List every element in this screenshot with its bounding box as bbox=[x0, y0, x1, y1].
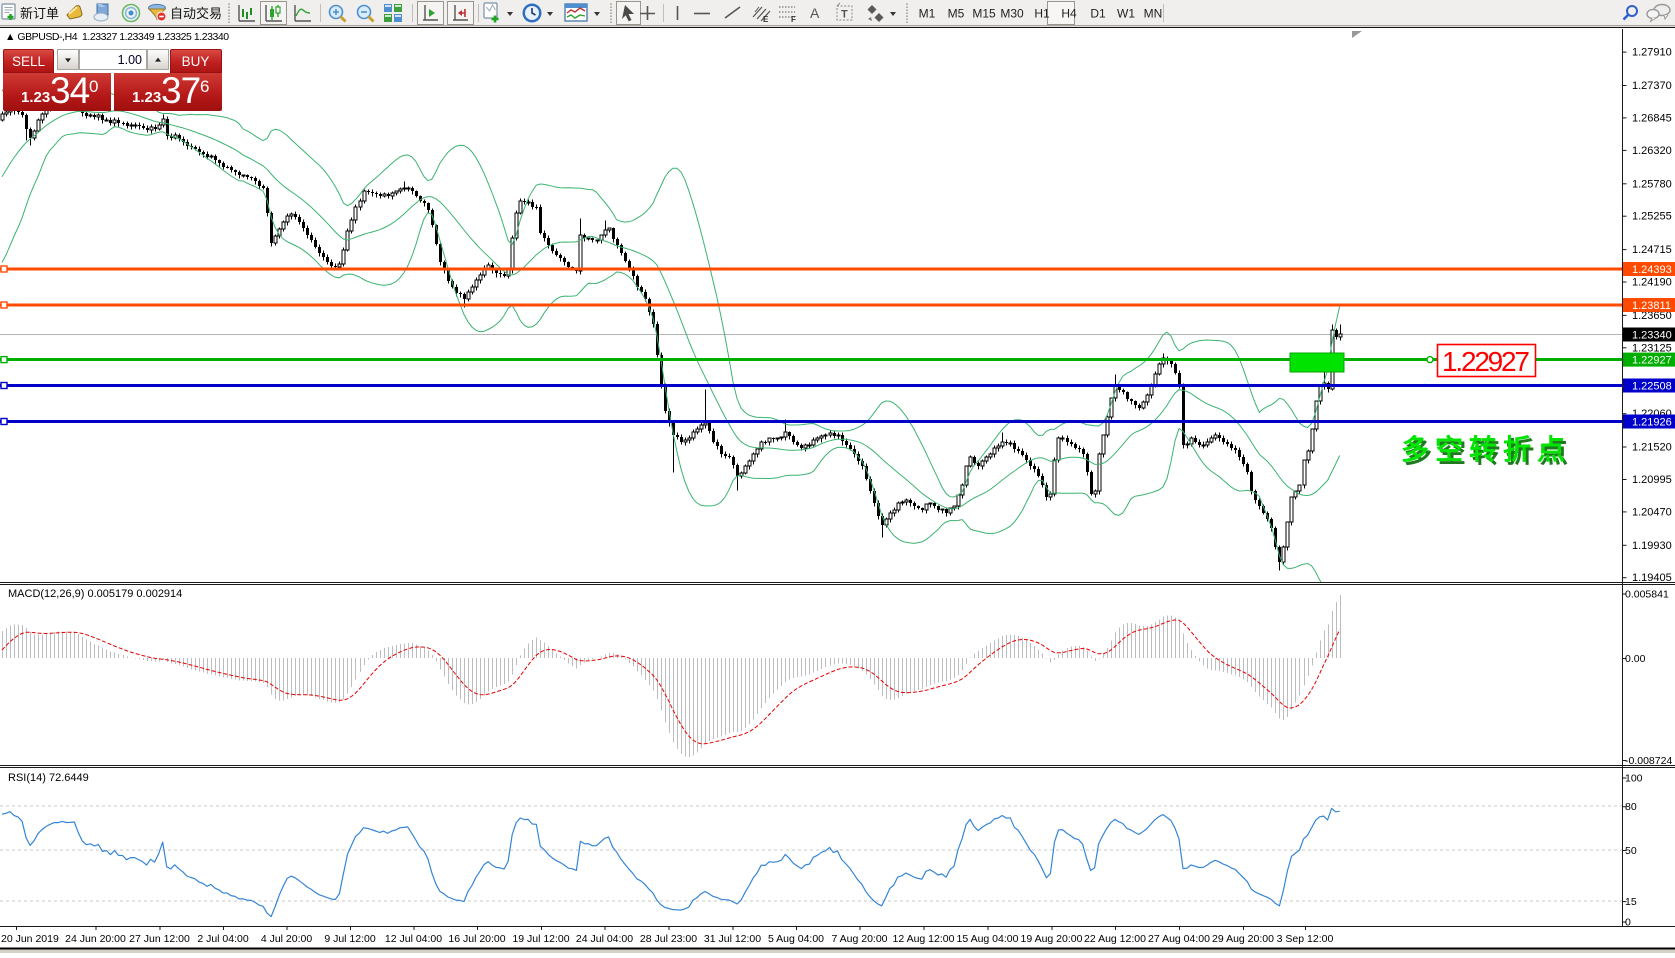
svg-text:T: T bbox=[841, 9, 848, 21]
svg-text:28 Jul 23:00: 28 Jul 23:00 bbox=[640, 933, 697, 945]
svg-text:3 Sep 12:00: 3 Sep 12:00 bbox=[1277, 933, 1334, 945]
svg-text:2 Jul 04:00: 2 Jul 04:00 bbox=[197, 933, 249, 945]
svg-text:1.25255: 1.25255 bbox=[1632, 211, 1672, 223]
svg-text:H4: H4 bbox=[1061, 7, 1077, 21]
svg-text:1.23811: 1.23811 bbox=[1632, 300, 1671, 312]
svg-text:1.19930: 1.19930 bbox=[1632, 540, 1672, 552]
svg-text:1.23125: 1.23125 bbox=[1632, 342, 1672, 354]
svg-text:16 Jul 20:00: 16 Jul 20:00 bbox=[448, 933, 505, 945]
svg-text:7 Aug 20:00: 7 Aug 20:00 bbox=[831, 933, 887, 945]
svg-text:1.22508: 1.22508 bbox=[1632, 381, 1672, 393]
svg-text:100: 100 bbox=[1625, 773, 1643, 785]
svg-text:F: F bbox=[791, 15, 796, 24]
svg-text:0.005841: 0.005841 bbox=[1625, 589, 1669, 601]
svg-text:1.26320: 1.26320 bbox=[1632, 145, 1672, 157]
svg-text:27 Aug 04:00: 27 Aug 04:00 bbox=[1148, 933, 1210, 945]
svg-text:RSI(14) 72.6449: RSI(14) 72.6449 bbox=[8, 772, 89, 784]
svg-text:1.27910: 1.27910 bbox=[1632, 47, 1672, 59]
svg-text:MACD(12,26,9) 0.005179 0.00291: MACD(12,26,9) 0.005179 0.002914 bbox=[8, 588, 182, 600]
svg-text:M1: M1 bbox=[919, 7, 936, 21]
svg-text:1.20470: 1.20470 bbox=[1632, 506, 1672, 518]
svg-text:E: E bbox=[763, 15, 769, 24]
svg-text:4 Jul 20:00: 4 Jul 20:00 bbox=[261, 933, 313, 945]
svg-text:1.22927: 1.22927 bbox=[1442, 346, 1530, 377]
svg-text:1.24715: 1.24715 bbox=[1632, 244, 1672, 256]
svg-text:1.23650: 1.23650 bbox=[1632, 310, 1672, 322]
svg-text:多空转折点: 多空转折点 bbox=[1404, 436, 1574, 468]
svg-text:1.23340: 1.23340 bbox=[1632, 330, 1672, 342]
svg-text:50: 50 bbox=[1625, 845, 1637, 857]
svg-text:27 Jun 12:00: 27 Jun 12:00 bbox=[129, 933, 190, 945]
svg-text:22 Aug 12:00: 22 Aug 12:00 bbox=[1084, 933, 1146, 945]
svg-text:15: 15 bbox=[1625, 896, 1637, 908]
svg-text:1.19405: 1.19405 bbox=[1632, 572, 1672, 584]
svg-text:1.21520: 1.21520 bbox=[1632, 442, 1672, 454]
svg-text:M5: M5 bbox=[948, 7, 965, 21]
svg-text:80: 80 bbox=[1625, 801, 1637, 813]
svg-text:1.22927: 1.22927 bbox=[1632, 355, 1672, 367]
svg-text:9 Jul 12:00: 9 Jul 12:00 bbox=[324, 933, 376, 945]
svg-text:15 Aug 04:00: 15 Aug 04:00 bbox=[957, 933, 1019, 945]
svg-text:0: 0 bbox=[1625, 917, 1631, 929]
svg-text:1.25780: 1.25780 bbox=[1632, 178, 1672, 190]
svg-text:1.26845: 1.26845 bbox=[1632, 112, 1672, 124]
svg-text:19 Aug 20:00: 19 Aug 20:00 bbox=[1021, 933, 1083, 945]
svg-text:1.24393: 1.24393 bbox=[1632, 264, 1672, 276]
svg-text:自动交易: 自动交易 bbox=[170, 6, 222, 21]
svg-text:1.20995: 1.20995 bbox=[1632, 474, 1672, 486]
svg-text:多空转折点: 多空转折点 bbox=[1401, 433, 1571, 465]
svg-text:MN: MN bbox=[1144, 7, 1163, 21]
svg-text:W1: W1 bbox=[1117, 7, 1135, 21]
svg-text:D1: D1 bbox=[1090, 7, 1106, 21]
svg-text:1.21926: 1.21926 bbox=[1632, 417, 1672, 429]
svg-text:31 Jul 12:00: 31 Jul 12:00 bbox=[704, 933, 761, 945]
svg-text:1.24190: 1.24190 bbox=[1632, 277, 1672, 289]
svg-text:M30: M30 bbox=[1000, 7, 1024, 21]
svg-text:新订单: 新订单 bbox=[20, 6, 59, 21]
svg-text:29 Aug 20:00: 29 Aug 20:00 bbox=[1212, 933, 1274, 945]
svg-text:5 Aug 04:00: 5 Aug 04:00 bbox=[768, 933, 824, 945]
svg-text:12 Jul 04:00: 12 Jul 04:00 bbox=[385, 933, 442, 945]
svg-text:M15: M15 bbox=[972, 7, 996, 21]
svg-text:12 Aug 12:00: 12 Aug 12:00 bbox=[893, 933, 955, 945]
svg-text:24 Jul 04:00: 24 Jul 04:00 bbox=[576, 933, 633, 945]
svg-text:24 Jun 20:00: 24 Jun 20:00 bbox=[65, 933, 126, 945]
svg-text:19 Jul 12:00: 19 Jul 12:00 bbox=[512, 933, 569, 945]
svg-text:20 Jun 2019: 20 Jun 2019 bbox=[1, 933, 59, 945]
svg-text:A: A bbox=[810, 5, 820, 21]
svg-text:-0.008724: -0.008724 bbox=[1625, 755, 1672, 767]
svg-text:H1: H1 bbox=[1034, 7, 1050, 21]
svg-text:1.27370: 1.27370 bbox=[1632, 80, 1672, 92]
svg-text:0.00: 0.00 bbox=[1625, 653, 1646, 665]
